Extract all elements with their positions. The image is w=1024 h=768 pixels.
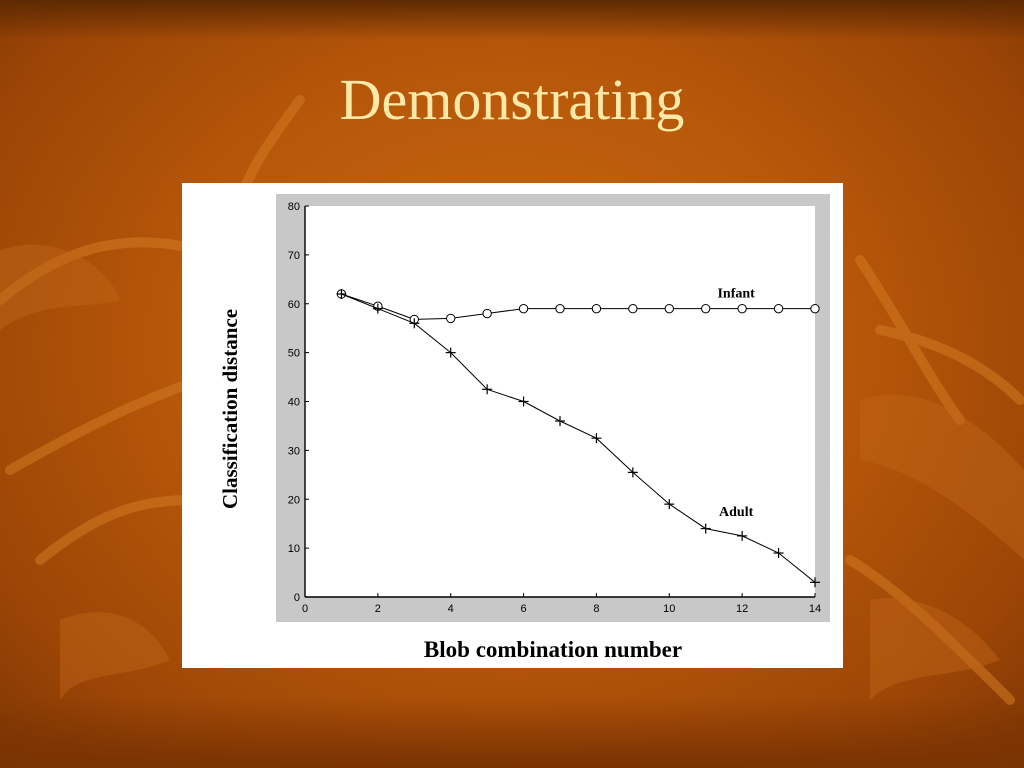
data-point-adult: [336, 288, 347, 299]
data-point-infant: [773, 303, 784, 314]
y-tick-label: 40: [288, 397, 300, 409]
x-tick-label: 12: [736, 603, 748, 615]
chart-panel: 0 10 20 30 40 50 60 70 80 0 2 4 6 8 10 12 14 Infant Adul…: [182, 183, 843, 668]
y-axis-label: Classification distance: [218, 309, 242, 509]
x-tick-label: 14: [809, 603, 821, 615]
x-tick-label: 4: [448, 603, 454, 615]
data-point-adult: [627, 467, 638, 478]
series-label-adult: Adult: [719, 505, 754, 520]
data-point-adult: [409, 318, 420, 329]
x-tick-label: 8: [593, 603, 599, 615]
y-tick-label: 60: [288, 299, 300, 311]
data-point-infant: [628, 303, 638, 314]
y-tick-label: 80: [288, 201, 300, 213]
data-point-adult: [773, 548, 784, 559]
slide-title: Demonstrating: [339, 67, 685, 132]
line-chart: 0 10 20 30 40 50 60 70 80 0 2 4 6 8 10 12 14 Infant Adul…: [218, 194, 830, 662]
data-point-infant: [664, 303, 674, 314]
data-point-adult: [810, 577, 820, 588]
y-ticks: 0 10 20 30 40 50 60 70 80: [288, 201, 309, 604]
x-tick-label: 2: [375, 603, 381, 615]
data-point-infant: [518, 303, 529, 314]
data-point-infant: [810, 303, 820, 314]
series-line-adult: [341, 293, 816, 583]
data-point-infant: [555, 303, 565, 314]
data-point-adult: [518, 396, 529, 407]
data-point-infant: [737, 303, 747, 314]
data-point-adult: [555, 416, 565, 427]
y-tick-label: 20: [288, 494, 300, 506]
data-point-infant: [591, 303, 602, 314]
data-point-adult: [664, 499, 675, 510]
y-tick-label: 50: [288, 348, 300, 360]
data-point-infant: [482, 308, 492, 319]
x-tick-label: 10: [663, 603, 675, 615]
slide-top-band: [0, 0, 1024, 40]
series-line-infant: [341, 293, 815, 320]
data-point-adult: [737, 530, 748, 541]
y-tick-label: 10: [288, 543, 300, 555]
x-axis-label: Blob combination number: [424, 637, 682, 662]
series-label-infant: Infant: [717, 287, 755, 302]
plot-area: [305, 206, 815, 597]
data-point-infant: [701, 303, 711, 314]
y-tick-label: 0: [294, 592, 300, 604]
slide-bottom-band: [0, 698, 1024, 768]
x-ticks: 0 2 4 6 8 10 12 14: [302, 593, 821, 615]
y-tick-label: 70: [288, 250, 300, 262]
data-point-adult: [591, 433, 602, 444]
data-point-adult: [372, 303, 383, 314]
y-tick-label: 30: [288, 445, 300, 457]
data-point-adult: [445, 347, 456, 358]
series-layer: Infant Adult: [336, 287, 820, 588]
x-tick-label: 0: [302, 603, 308, 615]
data-point-adult: [700, 523, 711, 534]
x-tick-label: 6: [521, 603, 527, 615]
data-point-adult: [482, 384, 493, 395]
data-point-infant: [446, 313, 456, 324]
